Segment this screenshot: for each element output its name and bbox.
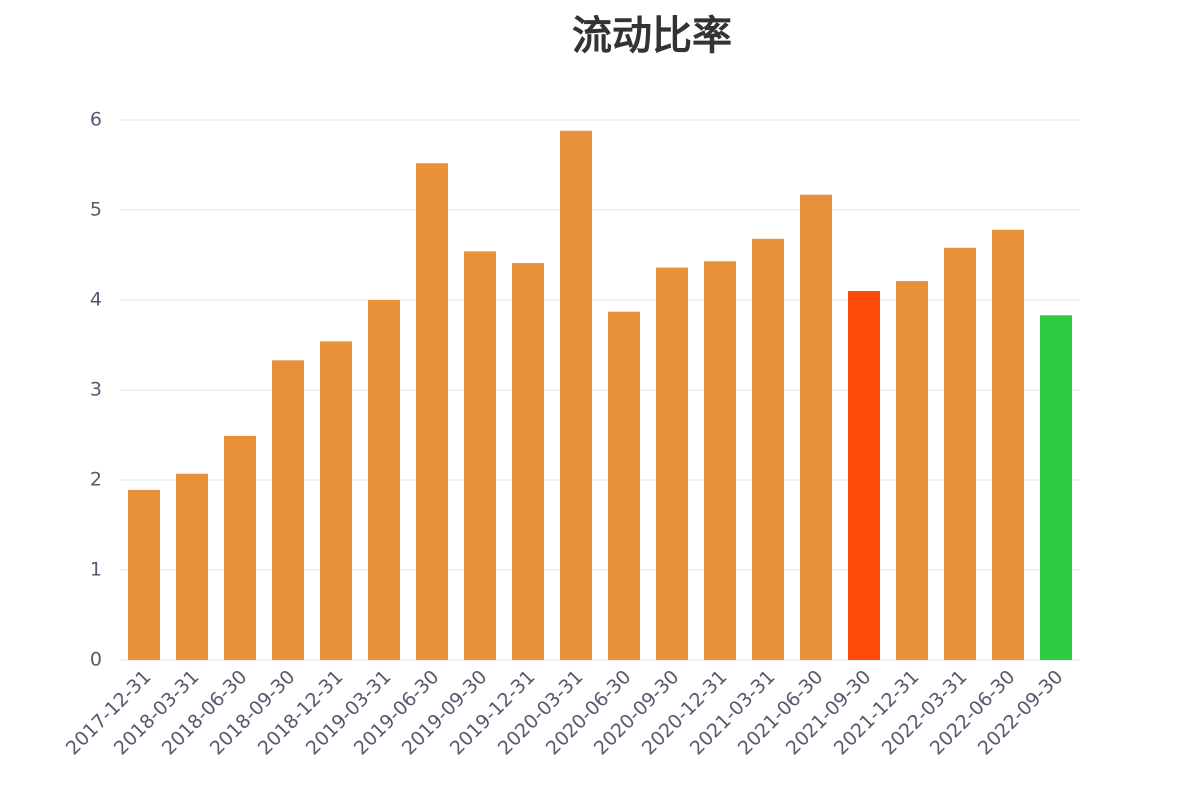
bar xyxy=(848,291,880,660)
y-tick-label: 0 xyxy=(90,649,102,671)
bar xyxy=(944,247,976,661)
y-tick-label: 4 xyxy=(90,289,102,311)
bar xyxy=(704,261,736,660)
bar xyxy=(464,251,496,660)
chart-title: 流动比率 xyxy=(572,13,732,59)
bar xyxy=(368,300,400,660)
bar xyxy=(176,473,208,660)
bar xyxy=(560,130,592,661)
bar xyxy=(656,267,688,660)
bar xyxy=(416,163,448,660)
y-tick-label: 1 xyxy=(90,559,102,581)
y-tick-label: 6 xyxy=(90,109,102,131)
bar xyxy=(512,263,544,660)
bar xyxy=(608,311,640,660)
bar xyxy=(272,360,304,660)
bar xyxy=(128,489,160,660)
bar xyxy=(992,229,1024,661)
y-tick-label: 3 xyxy=(90,379,102,401)
bar xyxy=(1040,315,1072,660)
bar xyxy=(896,281,928,660)
bar xyxy=(752,238,784,661)
y-tick-label: 5 xyxy=(90,199,102,221)
bar xyxy=(800,194,832,660)
bar xyxy=(320,341,352,660)
bar xyxy=(224,435,256,660)
y-tick-label: 2 xyxy=(90,469,102,491)
